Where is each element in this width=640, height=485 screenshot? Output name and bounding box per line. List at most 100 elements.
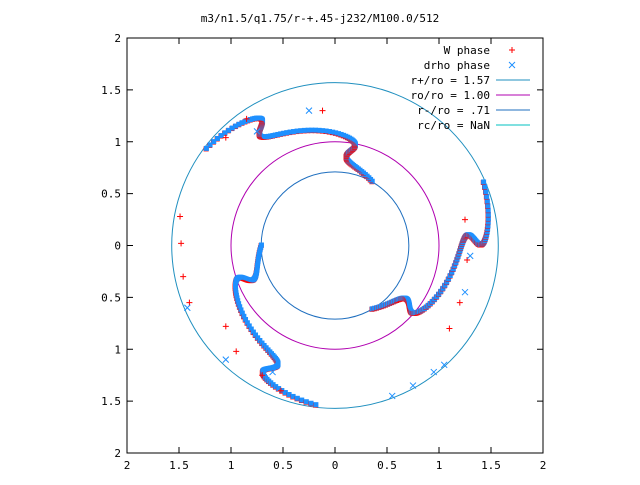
drho-phase-arm-point [444,279,450,285]
w-phase-point [186,299,193,306]
drho-phase-arm-point [203,145,209,151]
drho-phase-arm-point [485,211,491,217]
drho-phase-arm-point [246,323,252,329]
drho-phase-arm-point [440,285,446,291]
drho-phase-arm-point [323,128,329,134]
drho-phase-arm-point [234,295,240,301]
drho-phase-arm-point [245,117,251,123]
drho-phase-arm-point [226,127,232,133]
drho-phase-point [253,128,261,135]
drho-phase-arm-point [257,337,263,343]
drho-phase-arm-point [229,125,235,131]
w-phase-point [446,325,453,332]
w-phase-point [259,372,266,379]
x-tick-label: 0.5 [273,459,293,472]
drho-phase-arm-point [236,121,242,127]
w-phase-point [222,134,229,141]
w-phase-point [177,213,184,220]
drho-phase-arm-point [243,317,249,323]
y-tick-label: 0 [114,240,121,253]
y-tick-label: 0.5 [101,188,121,201]
w-phase-point [464,257,471,264]
drho-phase-arm-point [485,219,491,225]
drho-phase-point [183,304,191,312]
drho-phase-arm-point [333,130,339,136]
drho-phase-arm-point [286,392,292,398]
x-tick-label: 2 [124,459,131,472]
drho-phase-point [409,382,417,389]
legend-label: r-/ro = .71 [417,104,490,117]
drho-phase-arm-point [233,292,239,298]
drho-phase-arm-point [218,133,224,139]
y-tick-label: 2 [114,32,121,45]
drho-phase-arm-point [446,276,452,282]
drho-phase-arm-point [242,118,248,124]
x-tick-label: 1 [436,459,443,472]
drho-phase-arm-point [239,120,245,126]
drho-phase-arm-point [484,193,490,199]
drho-phase-arm-point [294,395,300,401]
drho-phase-arm-point [320,128,326,134]
drho-phase-arm-point [233,123,239,129]
x-tick-label: 1 [228,459,235,472]
drho-phase-arm-point [273,384,279,390]
drho-phase-arm-point [453,259,459,265]
legend-label: ro/ro = 1.00 [411,89,490,102]
drho-phase-arm-point [485,226,491,232]
w-phase-point [456,299,463,306]
drho-phase-point [222,356,230,363]
drho-phase-arm-point [247,116,253,122]
drho-phase-arm-point [235,298,241,304]
drho-phase-point [388,392,396,400]
x-tick-label: 0 [332,459,339,472]
legend-marker-plus [509,47,515,53]
y-tick-label: 1.5 [101,84,121,97]
drho-phase-arm-point [241,313,247,319]
drho-phase-arm-point [442,282,448,288]
drho-phase-point [430,368,438,376]
circle-ro/ro = 1.00 [230,141,440,350]
drho-phase-arm-point [255,335,261,341]
drho-phase-arm-point [281,130,287,136]
y-tick-label: 1.5 [101,395,121,408]
drho-phase-arm-point [248,326,254,332]
drho-phase-arm-point [207,142,213,148]
drho-phase-arm-point [481,179,487,185]
drho-phase-arm-point [291,129,297,135]
drho-phase-point [305,107,313,114]
drho-phase-arm-point [298,128,304,134]
x-tick-label: 1.5 [481,459,501,472]
legend-label: r+/ro = 1.57 [411,74,490,87]
drho-phase-arm-point [483,189,489,195]
drho-phase-point [269,368,276,376]
drho-phase-arm-point [222,130,228,136]
chart-title: m3/n1.5/q1.75/r-+.45-j232/M100.0/512 [201,12,439,25]
drho-phase-arm-point [294,128,300,134]
w-phase-point [462,216,468,223]
drho-phase-arm-point [482,184,488,190]
drho-phase-arm-point [313,402,319,408]
drho-phase-arm-point [236,301,242,307]
y-tick-label: 1 [114,343,121,356]
drho-phase-arm-point [336,131,342,137]
drho-phase-arm-point [278,131,284,137]
drho-phase-arm-point [301,127,307,133]
drho-phase-point [466,252,474,260]
drho-phase-arm-point [308,400,314,406]
legend-label: drho phase [424,59,490,72]
axes: 2 1.5 1 0.5 0 0.5 1 1.5 221.510.500.511.52 [101,32,546,472]
w-phase-point [319,107,326,114]
w-phase-point [277,387,284,394]
x-tick-label: 1.5 [169,459,189,472]
drho-phase-arm-point [239,310,245,316]
drho-phase-point [461,288,469,296]
x-tick-label: 0.5 [377,459,397,472]
drho-phase-arm-point [484,198,490,204]
drho-phase-arm-point [485,203,491,209]
drho-phase-arm-point [238,307,244,313]
drho-phase-arm-point [312,127,318,133]
w-phase-point [178,240,185,247]
drho-phase-arm-point [452,263,458,269]
drho-phase-arm-point [253,332,259,338]
